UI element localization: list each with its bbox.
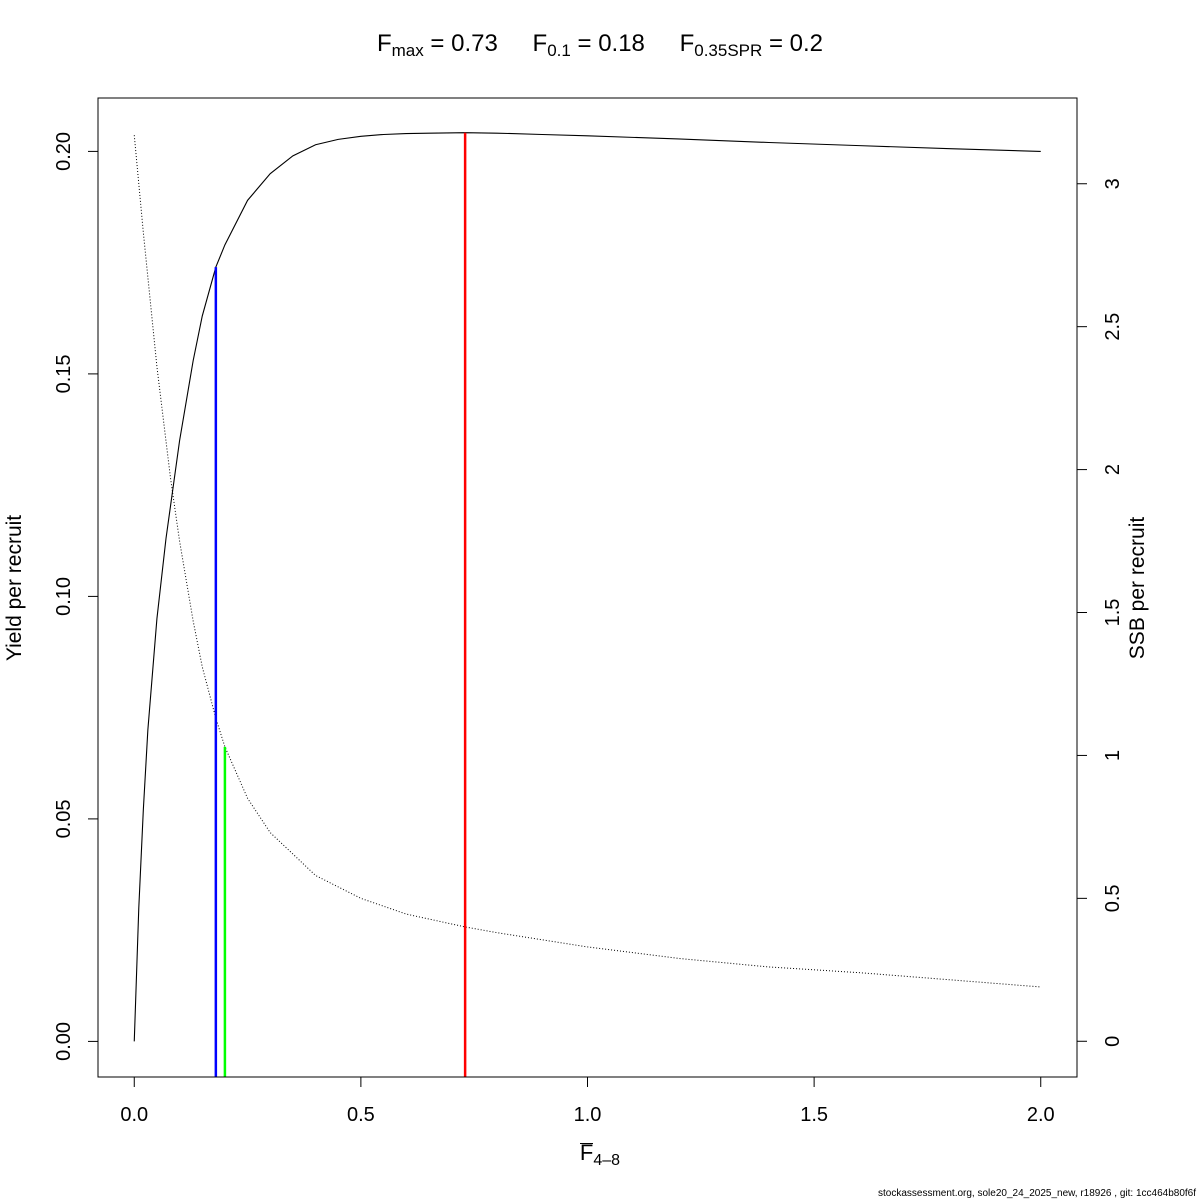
- reference-lines-layer: [214, 132, 467, 1077]
- y-axis-label-right: SSB per recruit: [1126, 516, 1149, 660]
- title-term-fspr: F0.35SPR = 0.2: [679, 30, 824, 60]
- y-right-tick-label: 2: [1102, 464, 1124, 475]
- y-right-tick-label: 2.5: [1102, 313, 1124, 341]
- x-axis-label: F4–8: [579, 1140, 621, 1169]
- y-right-tick-label: 0: [1102, 1036, 1124, 1047]
- y-left-tick-label: 0.10: [53, 577, 75, 616]
- y-right-tick-label: 1: [1102, 750, 1124, 761]
- title-term-f01: F0.1 = 0.18: [532, 30, 645, 60]
- yield-per-recruit-line: [133, 132, 1041, 1042]
- y-left-tick-label: 0.05: [53, 799, 75, 838]
- series-layer: [133, 132, 1041, 1042]
- y-left-tick-label: 0.00: [53, 1022, 75, 1061]
- y-left-tick-label: 0.20: [53, 132, 75, 171]
- chart-title: Fmax = 0.73 F0.1 = 0.18 F0.35SPR = 0.2: [0, 30, 1200, 60]
- x-tick-label: 1.5: [800, 1104, 828, 1126]
- x-tick-label: 0.5: [347, 1104, 375, 1126]
- y-left-tick-label: 0.15: [53, 354, 75, 393]
- footer-credit: stockassessment.org, sole20_24_2025_new,…: [878, 1188, 1196, 1199]
- ssb-per-recruit-line: [133, 135, 1041, 988]
- y-axis-label-left: Yield per recruit: [3, 514, 26, 662]
- plot-frame: [97, 97, 1078, 1078]
- x-tick-label: 1.0: [574, 1104, 602, 1126]
- x-tick-label: 2.0: [1027, 1104, 1055, 1126]
- title-term-fmax: Fmax = 0.73: [376, 30, 498, 60]
- y-right-tick-label: 3: [1102, 178, 1124, 189]
- axes-layer: 0.0 0.5 1.0 1.5 2.0 0.00 0.05 0.10 0.15 0.20 0 0.5 1…: [53, 132, 1124, 1126]
- y-right-tick-label: 1.5: [1102, 599, 1124, 627]
- y-right-tick-label: 0.5: [1102, 884, 1124, 912]
- x-tick-label: 0.0: [120, 1104, 148, 1126]
